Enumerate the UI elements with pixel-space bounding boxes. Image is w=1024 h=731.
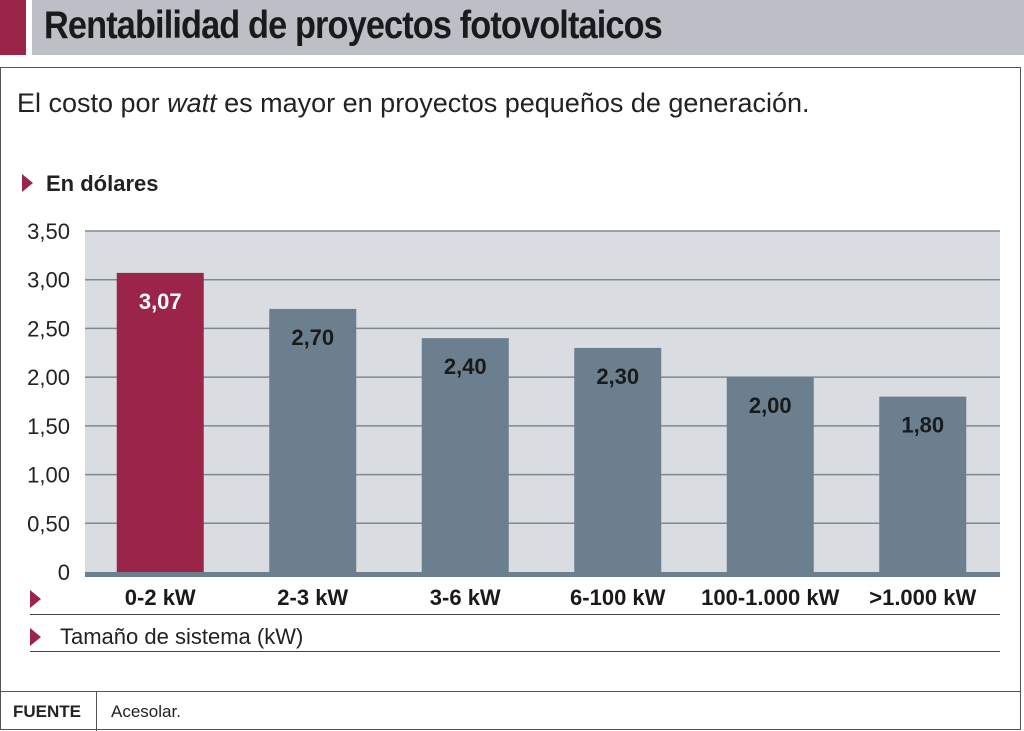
subtitle-pre: El costo por [17,88,168,118]
title-bar: Rentabilidad de proyectos fotovoltaicos [32,0,1024,55]
y-tick-label: 1,00 [27,463,70,488]
y-tick-label: 3,00 [27,268,70,293]
bar [116,272,204,572]
footer-divider [0,691,1021,692]
y-tick-label: 3,50 [27,219,70,244]
bar [879,396,967,572]
x-tick-label: >1.000 kW [869,585,976,610]
x-tick-label: 3-6 kW [430,585,501,610]
data-label: 2,40 [444,354,487,379]
xtitle-marker-icon [30,628,41,646]
xtitle-divider [30,651,1000,652]
footer-source: Acesolar. [111,702,181,721]
data-label: 2,70 [291,325,334,350]
x-tick-label: 2-3 kW [277,585,348,610]
y-tick-label: 1,50 [27,414,70,439]
bar [421,338,509,572]
x-tick-label: 6-100 kW [570,585,666,610]
footer-label: FUENTE [13,702,81,721]
unit-marker-icon [22,174,33,192]
x-tick-label: 100-1.000 kW [701,585,839,610]
data-label: 3,07 [139,289,182,314]
x-tick-label: 0-2 kW [125,585,196,610]
chart-subtitle: El costo por watt es mayor en proyectos … [17,88,810,119]
x-axis-title: Tamaño de sistema (kW) [60,624,304,649]
data-label: 2,30 [596,364,639,389]
footer-separator [96,691,97,731]
bar [726,377,814,572]
y-tick-label: 0 [58,560,70,585]
y-tick-label: 2,50 [27,316,70,341]
plot-area [85,231,1000,572]
y-axis-unit: En dólares [46,171,159,196]
baseline [85,572,1000,577]
chart-title: Rentabilidad de proyectos fotovoltaicos [44,4,663,47]
bar [269,308,357,572]
category-marker-icon [30,590,41,608]
y-tick-label: 2,00 [27,365,70,390]
data-label: 2,00 [749,393,792,418]
category-divider [30,614,1000,615]
bar [574,347,662,572]
y-tick-label: 0,50 [27,511,70,536]
title-accent [0,0,26,55]
chart-frame [0,67,1021,730]
data-label: 1,80 [901,413,944,438]
subtitle-em: watt [167,88,217,118]
subtitle-post: es mayor en proyectos pequeños de genera… [216,88,810,118]
